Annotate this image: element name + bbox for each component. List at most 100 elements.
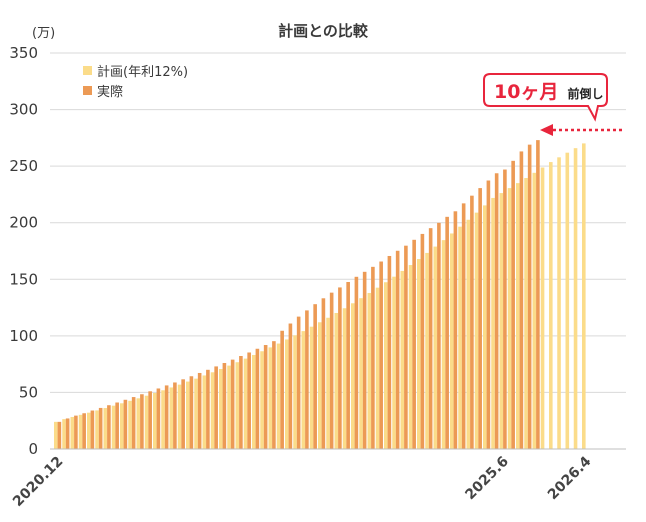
bar-plan	[499, 193, 504, 449]
callout-arrow-head	[540, 124, 553, 136]
bar-actual	[503, 169, 507, 450]
gridlines	[50, 52, 626, 393]
bar-plan	[95, 410, 99, 449]
bar-actual	[189, 376, 194, 449]
legend: 計画(年利12%) 実際	[83, 64, 188, 100]
bar-plan	[136, 398, 141, 449]
y-tick-label: 350	[9, 44, 38, 62]
bar-actual	[445, 216, 449, 449]
bar-plan	[425, 252, 429, 449]
bar-actual	[527, 144, 532, 449]
bar-actual	[313, 304, 317, 449]
x-tick-label: 2020.12	[10, 454, 66, 510]
bar-plan	[144, 395, 149, 449]
bar-plan	[268, 347, 273, 449]
bar-plan	[128, 400, 132, 449]
bar-plan	[153, 392, 157, 449]
bar-actual	[486, 180, 491, 449]
bar-actual	[65, 418, 70, 449]
legend-swatch-plan	[83, 66, 92, 75]
bar-plan	[582, 143, 586, 449]
callout-bubble	[483, 73, 608, 122]
callout-text: 10ヶ月 前倒し	[494, 81, 604, 103]
bar-actual	[156, 388, 161, 449]
legend-swatch-actual	[83, 86, 92, 95]
y-axis-unit-label: (万)	[32, 26, 55, 41]
bar-actual	[173, 382, 177, 449]
bar-actual	[74, 415, 78, 449]
bar-plan	[540, 167, 545, 449]
legend-label-actual: 実際	[97, 84, 123, 100]
bar-plan	[549, 162, 553, 449]
bar-actual	[247, 352, 251, 449]
bar-plan	[309, 326, 314, 449]
bar-plan	[62, 419, 66, 449]
bar-plan	[194, 378, 198, 449]
bar-plan	[326, 317, 330, 449]
chart-title: 計画との比較	[278, 22, 369, 40]
bar-plan	[359, 298, 363, 449]
x-tick-label: 2026.4	[545, 453, 595, 503]
bar-plan	[507, 188, 512, 449]
bar-plan	[293, 335, 297, 449]
y-tick-label: 250	[9, 157, 38, 175]
bar-plan	[210, 372, 215, 449]
bar-plan	[458, 226, 462, 449]
bar-actual	[329, 292, 334, 449]
bar-actual	[272, 341, 276, 449]
bar-plan	[392, 276, 396, 449]
bar-plan	[301, 331, 306, 449]
callout-suffix: 前倒し	[568, 86, 604, 101]
bar-plan	[235, 362, 240, 449]
y-tick-label: 0	[28, 440, 38, 458]
bar-plan	[54, 421, 58, 449]
bar-actual	[131, 397, 136, 449]
bar-plan	[186, 381, 190, 449]
bar-plan	[367, 292, 372, 449]
y-tick-label: 50	[19, 383, 38, 401]
bar-plan	[276, 343, 281, 449]
y-axis-tick-labels: 0 50 100 150 200 250 300 350	[9, 44, 38, 458]
bar-actual	[437, 222, 441, 449]
bar-plan	[103, 408, 108, 449]
bar-actual	[379, 261, 383, 449]
bar-plan	[375, 287, 380, 449]
bar-plan	[177, 384, 182, 449]
bar-actual	[98, 407, 103, 449]
bar-actual	[222, 363, 227, 449]
bar-actual	[387, 255, 392, 449]
bar-actual	[255, 348, 260, 449]
bar-plan	[557, 157, 561, 449]
y-tick-label: 200	[9, 214, 38, 232]
bar-actual	[107, 405, 111, 449]
y-tick-label: 300	[9, 101, 38, 119]
bar-actual	[412, 239, 416, 449]
bar-actual	[90, 410, 95, 449]
bar-plan	[87, 412, 91, 449]
x-tick-label: 2025.6	[462, 454, 512, 504]
bar-plan	[120, 403, 124, 449]
bar-actual	[214, 366, 218, 449]
bar-actual	[453, 211, 458, 449]
bar-plan	[161, 390, 165, 449]
bar-plan	[516, 183, 520, 450]
bar-actual	[181, 379, 185, 449]
bar-plan	[219, 369, 223, 449]
bar-actual	[371, 266, 375, 449]
bar-plan	[400, 270, 405, 449]
bar-plan	[433, 246, 438, 449]
legend-label-plan: 計画(年利12%)	[97, 64, 188, 80]
bar-actual	[470, 195, 474, 449]
bar-actual	[519, 151, 524, 449]
bar-plan	[474, 212, 479, 449]
bar-plan	[243, 358, 248, 449]
bar-actual	[305, 310, 309, 449]
bar-plan	[384, 282, 388, 449]
bar-actual	[123, 399, 128, 449]
bar-actual	[420, 233, 425, 449]
bar-actual	[280, 330, 284, 449]
bar-plan	[417, 259, 421, 449]
bar-actual	[164, 385, 169, 449]
bar-plan	[78, 414, 83, 449]
bar-actual	[82, 413, 86, 449]
